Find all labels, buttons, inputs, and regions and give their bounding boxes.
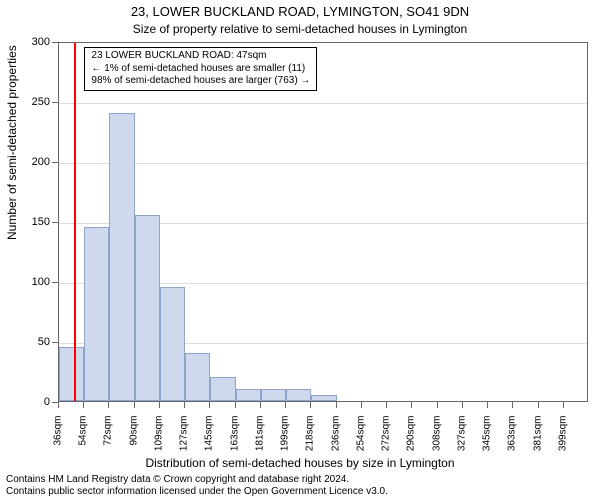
x-tick bbox=[285, 402, 286, 408]
y-tick bbox=[52, 342, 58, 343]
annotation-line-1: 23 LOWER BUCKLAND ROAD: 47sqm bbox=[91, 50, 310, 63]
histogram-bar bbox=[109, 113, 134, 401]
x-tick-label: 272sqm bbox=[381, 416, 392, 466]
y-tick bbox=[52, 282, 58, 283]
histogram-bar bbox=[135, 215, 160, 401]
x-tick-label: 109sqm bbox=[153, 416, 164, 466]
x-tick bbox=[184, 402, 185, 408]
x-tick-label: 90sqm bbox=[128, 416, 139, 466]
y-tick-label: 50 bbox=[22, 336, 50, 348]
x-tick-label: 54sqm bbox=[78, 416, 89, 466]
annotation-line-3: 98% of semi-detached houses are larger (… bbox=[91, 75, 310, 88]
x-tick bbox=[437, 402, 438, 408]
x-tick bbox=[260, 402, 261, 408]
y-tick-label: 150 bbox=[22, 216, 50, 228]
histogram-bar bbox=[286, 389, 311, 401]
x-tick-label: 363sqm bbox=[507, 416, 518, 466]
credits-line-2: Contains public sector information licen… bbox=[6, 486, 388, 498]
histogram-bar bbox=[185, 353, 210, 401]
marker-line bbox=[74, 43, 76, 401]
x-tick-label: 327sqm bbox=[456, 416, 467, 466]
x-tick-label: 254sqm bbox=[355, 416, 366, 466]
x-tick-label: 290sqm bbox=[406, 416, 417, 466]
x-tick-label: 163sqm bbox=[229, 416, 240, 466]
y-tick bbox=[52, 42, 58, 43]
histogram-bar bbox=[210, 377, 235, 401]
x-tick bbox=[386, 402, 387, 408]
x-tick bbox=[487, 402, 488, 408]
plot-area: 23 LOWER BUCKLAND ROAD: 47sqm ← 1% of se… bbox=[58, 42, 588, 402]
x-tick-label: 181sqm bbox=[254, 416, 265, 466]
y-tick-label: 100 bbox=[22, 276, 50, 288]
x-tick bbox=[134, 402, 135, 408]
gridline bbox=[59, 103, 587, 104]
y-tick-label: 0 bbox=[22, 396, 50, 408]
histogram-bar bbox=[311, 395, 336, 401]
chart-subtitle: Size of property relative to semi-detach… bbox=[0, 22, 600, 36]
x-tick bbox=[108, 402, 109, 408]
y-tick-label: 250 bbox=[22, 96, 50, 108]
x-tick bbox=[58, 402, 59, 408]
x-tick-label: 145sqm bbox=[204, 416, 215, 466]
y-tick-label: 300 bbox=[22, 36, 50, 48]
annotation-box: 23 LOWER BUCKLAND ROAD: 47sqm ← 1% of se… bbox=[84, 47, 317, 91]
histogram-bar bbox=[59, 347, 84, 401]
x-tick bbox=[310, 402, 311, 408]
histogram-bar bbox=[84, 227, 109, 401]
x-tick bbox=[235, 402, 236, 408]
x-tick-label: 218sqm bbox=[305, 416, 316, 466]
annotation-line-2: ← 1% of semi-detached houses are smaller… bbox=[91, 63, 310, 76]
x-tick-label: 236sqm bbox=[330, 416, 341, 466]
x-tick-label: 399sqm bbox=[557, 416, 568, 466]
histogram-bar bbox=[261, 389, 286, 401]
x-tick bbox=[411, 402, 412, 408]
x-tick bbox=[336, 402, 337, 408]
y-axis-label: Number of semi-detached properties bbox=[5, 45, 19, 240]
y-tick bbox=[52, 222, 58, 223]
x-tick-label: 381sqm bbox=[532, 416, 543, 466]
histogram-bar bbox=[160, 287, 185, 401]
x-tick bbox=[512, 402, 513, 408]
x-tick-label: 36sqm bbox=[53, 416, 64, 466]
x-tick-label: 127sqm bbox=[179, 416, 190, 466]
gridline bbox=[59, 163, 587, 164]
x-tick bbox=[462, 402, 463, 408]
credits: Contains HM Land Registry data © Crown c… bbox=[6, 474, 388, 498]
x-tick-label: 199sqm bbox=[280, 416, 291, 466]
credits-line-1: Contains HM Land Registry data © Crown c… bbox=[6, 474, 388, 486]
x-tick bbox=[209, 402, 210, 408]
chart-title: 23, LOWER BUCKLAND ROAD, LYMINGTON, SO41… bbox=[0, 4, 600, 19]
x-tick bbox=[159, 402, 160, 408]
x-tick bbox=[538, 402, 539, 408]
histogram-bar bbox=[236, 389, 261, 401]
x-tick bbox=[361, 402, 362, 408]
chart-container: 23, LOWER BUCKLAND ROAD, LYMINGTON, SO41… bbox=[0, 0, 600, 500]
x-tick-label: 72sqm bbox=[103, 416, 114, 466]
y-tick-label: 200 bbox=[22, 156, 50, 168]
x-tick-label: 345sqm bbox=[482, 416, 493, 466]
x-tick-label: 308sqm bbox=[431, 416, 442, 466]
x-tick bbox=[563, 402, 564, 408]
x-tick bbox=[83, 402, 84, 408]
y-tick bbox=[52, 102, 58, 103]
y-tick bbox=[52, 162, 58, 163]
